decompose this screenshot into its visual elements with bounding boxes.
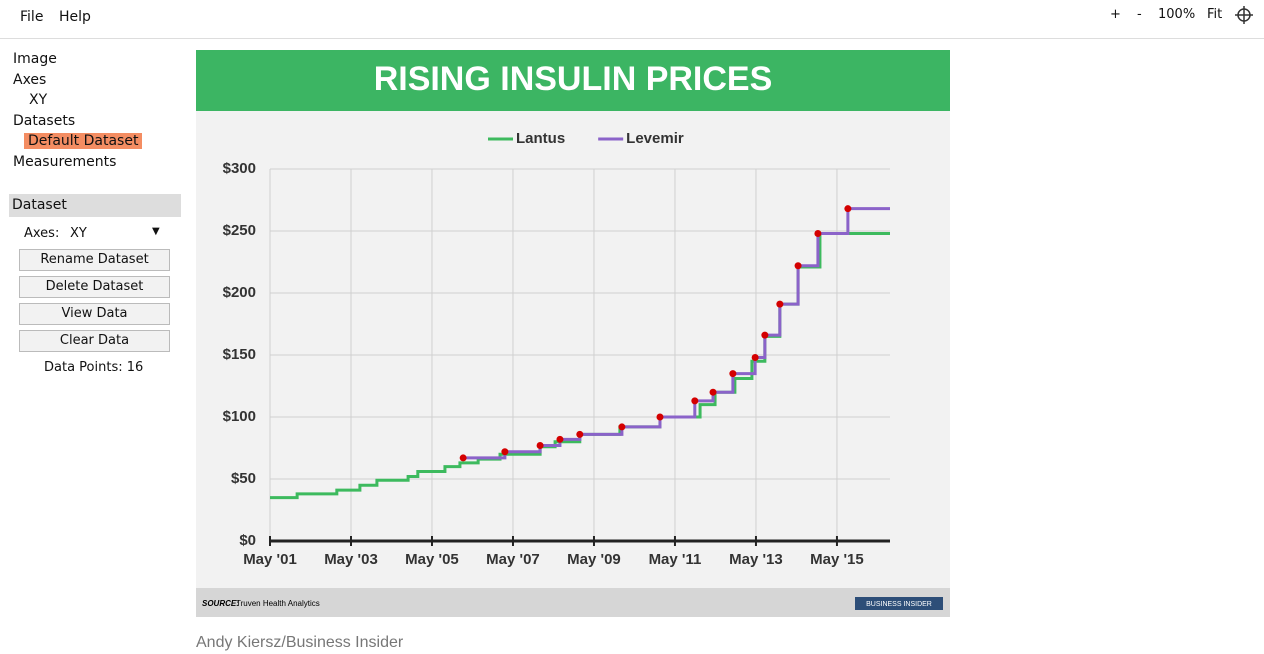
dropdown-arrow[interactable]: ▼	[152, 226, 160, 237]
tree-item[interactable]: Image	[13, 51, 57, 67]
zoom-in[interactable]: +	[1110, 7, 1121, 22]
y-tick-label: $150	[223, 346, 256, 363]
digitized-point	[656, 413, 664, 421]
digitized-point	[459, 454, 467, 462]
digitized-point	[761, 331, 769, 339]
digitized-point	[501, 448, 509, 456]
x-tick-label: May '03	[324, 551, 378, 568]
tree-item-selected[interactable]: Default Dataset	[24, 133, 143, 149]
x-tick-label: May '09	[567, 551, 621, 568]
top-bar: File Help + - 100% Fit	[0, 0, 1264, 39]
digitized-point	[729, 370, 737, 378]
tree-item[interactable]: XY	[29, 92, 48, 108]
source-label: SOURCE:	[202, 599, 239, 608]
axes-select[interactable]: XY	[70, 226, 87, 241]
digitized-point	[794, 262, 802, 270]
zoom-out[interactable]: -	[1137, 7, 1142, 22]
data-points: Data Points: 16	[44, 360, 144, 375]
digitized-point	[844, 205, 852, 213]
logo-box	[855, 597, 943, 610]
axes-label: Axes:	[24, 226, 60, 241]
fit[interactable]: Fit	[1207, 7, 1223, 22]
digitized-point	[776, 300, 784, 308]
tree-item[interactable]: Axes	[13, 72, 47, 88]
digitized-point	[556, 435, 564, 443]
image-background	[196, 50, 950, 617]
x-tick-label: May '01	[243, 551, 297, 568]
source: Truven Health Analytics	[236, 599, 320, 608]
panel-title: Dataset	[9, 194, 181, 217]
y-tick-label: $200	[223, 284, 256, 301]
logo: BUSINESS INSIDER	[866, 601, 932, 608]
tree-item[interactable]: Datasets	[13, 113, 76, 129]
digitized-point	[576, 430, 584, 438]
digitized-point	[618, 423, 626, 431]
button[interactable]: View Data	[19, 303, 170, 325]
button[interactable]: Delete Dataset	[19, 276, 170, 298]
y-tick-label: $300	[223, 160, 256, 177]
caption: Andy Kiersz/Business Insider	[196, 634, 404, 651]
x-tick-label: May '15	[810, 551, 864, 568]
series-line	[463, 207, 890, 460]
y-tick-label: $100	[223, 408, 256, 425]
x-tick-label: May '05	[405, 551, 459, 568]
zoom-level: 100%	[1158, 7, 1196, 22]
legend-label: Lantus	[516, 130, 565, 147]
x-tick-label: May '07	[486, 551, 540, 568]
footer	[196, 588, 950, 617]
title-banner	[196, 50, 950, 111]
menu-item[interactable]: File	[20, 9, 44, 25]
y-tick-label: $0	[239, 532, 256, 549]
button[interactable]: Rename Dataset	[19, 249, 170, 271]
y-tick-label: $250	[223, 222, 256, 239]
chart-title: RISING INSULIN PRICES	[374, 60, 773, 98]
digitized-point	[709, 388, 717, 396]
crosshair-icon[interactable]	[1234, 5, 1254, 25]
digitized-point	[814, 229, 822, 237]
x-tick-label: May '13	[729, 551, 783, 568]
digitized-point	[691, 397, 699, 405]
digitized-point	[751, 353, 759, 361]
button[interactable]: Clear Data	[19, 330, 170, 352]
legend-label: Levemir	[626, 130, 684, 147]
menu-item[interactable]: Help	[59, 9, 91, 25]
digitized-point	[536, 442, 544, 450]
tree-item[interactable]: Measurements	[13, 154, 117, 170]
x-tick-label: May '11	[649, 551, 702, 568]
y-tick-label: $50	[231, 470, 256, 487]
